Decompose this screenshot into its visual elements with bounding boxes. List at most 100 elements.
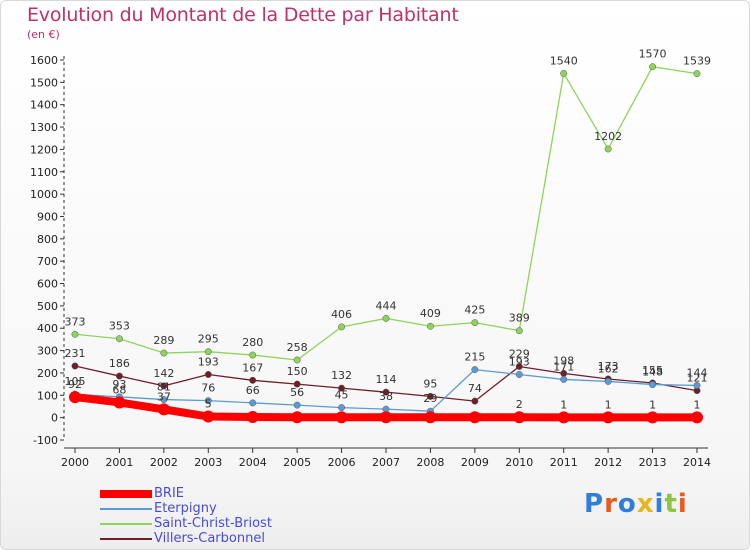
chart-title: Evolution du Montant de la Dette par Hab… [27, 4, 459, 26]
data-point-saint-christ-briost [471, 319, 479, 327]
data-label-villers-carbonnel: 193 [198, 356, 219, 369]
data-label-brie: 1 [694, 398, 701, 411]
data-label-saint-christ-briost: 444 [376, 299, 397, 312]
x-tick-label: 2008 [416, 456, 444, 469]
legend-label: Saint-Christ-Briost [154, 516, 272, 531]
x-tick-label: 2009 [461, 456, 489, 469]
logo-letter: i [677, 489, 688, 519]
data-label-brie: 1 [605, 398, 612, 411]
data-label-saint-christ-briost: 373 [65, 315, 86, 328]
legend-swatch [100, 538, 152, 540]
data-point-villers-carbonnel [115, 372, 123, 380]
series-villers-carbonnel [71, 362, 701, 405]
data-point-brie [424, 411, 437, 424]
data-label-brie: 5 [205, 398, 212, 411]
data-point-eterpigny [515, 371, 523, 378]
data-label-saint-christ-briost: 258 [287, 341, 308, 354]
series-saint-christ-briost [71, 63, 701, 364]
legend-swatch [100, 523, 152, 525]
data-label-villers-carbonnel: 95 [423, 377, 437, 390]
data-label-saint-christ-briost: 389 [509, 312, 530, 325]
x-tick-label: 2002 [150, 456, 178, 469]
y-tick-label: 1400 [30, 99, 58, 112]
y-tick-label: 1300 [30, 121, 58, 134]
y-tick-label: 0 [51, 412, 58, 425]
data-point-villers-carbonnel [515, 363, 523, 370]
data-label-eterpigny: 171 [553, 360, 574, 373]
data-point-villers-carbonnel [204, 371, 212, 378]
data-point-brie [691, 411, 703, 424]
data-point-eterpigny [249, 399, 257, 407]
x-tick-label: 2012 [594, 456, 622, 469]
data-point-eterpigny [204, 397, 212, 405]
data-label-saint-christ-briost: 406 [331, 308, 352, 321]
data-point-saint-christ-briost [649, 63, 657, 71]
data-point-saint-christ-briost [338, 323, 346, 331]
data-label-saint-christ-briost: 295 [198, 333, 219, 346]
data-label-villers-carbonnel: 186 [109, 357, 130, 370]
data-point-brie [646, 411, 659, 424]
data-label-eterpigny: 105 [65, 375, 86, 388]
y-tick-label: 700 [37, 255, 58, 268]
data-point-villers-carbonnel [338, 384, 346, 392]
data-point-eterpigny [293, 401, 301, 409]
data-label-eterpigny: 45 [335, 389, 349, 402]
data-label-villers-carbonnel: 173 [598, 360, 619, 373]
x-tick-label: 2004 [239, 456, 267, 469]
data-label-eterpigny: 148 [642, 366, 663, 379]
data-point-saint-christ-briost [115, 335, 123, 343]
data-label-villers-carbonnel: 198 [553, 354, 574, 367]
data-point-saint-christ-briost [693, 70, 701, 78]
y-tick-label: 1100 [30, 166, 58, 179]
y-tick-label: 1000 [30, 188, 58, 201]
y-tick-label: 500 [37, 300, 58, 313]
y-tick-label: -100 [33, 434, 58, 447]
x-tick-label: 2013 [639, 456, 667, 469]
data-point-villers-carbonnel [160, 382, 168, 390]
y-tick-label: 1200 [30, 143, 58, 156]
data-point-villers-carbonnel [71, 362, 79, 370]
data-label-brie: 1 [649, 398, 656, 411]
y-tick-label: 900 [37, 210, 58, 223]
data-label-eterpigny: 215 [464, 351, 485, 364]
x-tick-label: 2010 [505, 456, 533, 469]
logo-letter: i [654, 489, 665, 519]
data-point-eterpigny [604, 377, 612, 385]
data-label-brie: 1 [560, 398, 567, 411]
legend-label: BRIE [154, 486, 184, 501]
data-point-brie [380, 411, 392, 424]
data-label-brie: 37 [157, 390, 171, 403]
data-label-villers-carbonnel: 229 [509, 347, 530, 360]
data-point-brie [513, 411, 526, 424]
legend-label: Villers-Carbonnel [154, 531, 265, 546]
data-label-villers-carbonnel: 142 [153, 367, 174, 380]
data-label-saint-christ-briost: 280 [242, 336, 263, 349]
x-tick-label: 2014 [683, 456, 711, 469]
x-tick-label: 2005 [283, 456, 311, 469]
logo-letter: P [584, 489, 605, 519]
data-label-villers-carbonnel: 231 [65, 347, 86, 360]
data-label-villers-carbonnel: 150 [287, 365, 308, 378]
y-tick-label: 800 [37, 233, 58, 246]
data-point-saint-christ-briost [604, 145, 612, 153]
data-point-villers-carbonnel [382, 388, 390, 396]
data-point-saint-christ-briost [426, 322, 434, 330]
data-label-eterpigny: 93 [112, 378, 126, 391]
chart-axes: -100 0 100 200 300 400 500 600 700 800 900 1000 1100… [30, 54, 711, 469]
data-point-eterpigny [560, 375, 568, 383]
data-point-saint-christ-briost [71, 330, 79, 338]
logo-letter: t [664, 489, 678, 519]
data-point-villers-carbonnel [471, 397, 479, 405]
data-label-saint-christ-briost: 425 [464, 304, 485, 317]
data-label-saint-christ-briost: 1539 [683, 55, 711, 68]
data-point-saint-christ-briost [249, 351, 257, 359]
data-label-villers-carbonnel: 121 [687, 372, 708, 385]
data-point-brie [69, 391, 81, 404]
data-point-eterpigny [693, 382, 701, 389]
data-point-saint-christ-briost [293, 356, 301, 364]
data-label-eterpigny: 66 [246, 384, 260, 397]
y-tick-label: 100 [37, 389, 58, 402]
data-label-eterpigny: 56 [290, 386, 304, 399]
